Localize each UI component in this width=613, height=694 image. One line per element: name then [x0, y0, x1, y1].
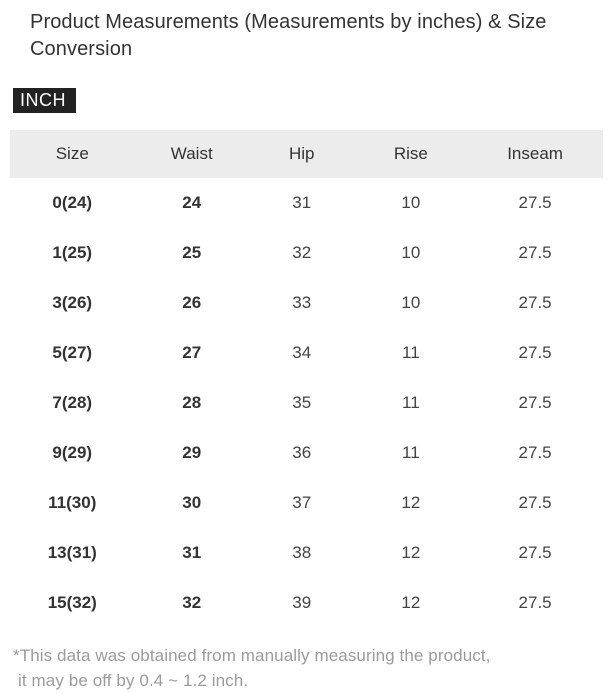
disclaimer-line-2: it may be off by 0.4 ~ 1.2 inch. [18, 671, 249, 690]
cell-rise: 12 [354, 528, 468, 578]
table-row: 9(29) 29 36 11 27.5 [10, 428, 603, 478]
cell-rise: 10 [354, 228, 468, 278]
col-header-inseam: Inseam [467, 130, 603, 178]
cell-waist: 32 [134, 578, 249, 628]
cell-inseam: 27.5 [467, 528, 603, 578]
col-header-waist: Waist [134, 130, 249, 178]
section-title: Product Measurements (Measurements by in… [30, 11, 547, 60]
cell-size: 9(29) [10, 428, 135, 478]
cell-inseam: 27.5 [467, 378, 603, 428]
cell-size: 3(26) [10, 278, 135, 328]
measurement-disclaimer: *This data was obtained from manually me… [13, 643, 613, 693]
cell-size: 5(27) [10, 328, 135, 378]
cell-waist: 26 [134, 278, 249, 328]
table-row: 15(32) 32 39 12 27.5 [10, 578, 603, 628]
table-row: 7(28) 28 35 11 27.5 [10, 378, 603, 428]
cell-size: 13(31) [10, 528, 135, 578]
cell-hip: 38 [248, 528, 355, 578]
cell-waist: 25 [134, 228, 249, 278]
cell-waist: 24 [134, 178, 249, 228]
cell-waist: 27 [134, 328, 249, 378]
cell-rise: 11 [354, 428, 468, 478]
cell-hip: 32 [248, 228, 355, 278]
cell-rise: 10 [354, 278, 468, 328]
col-header-size: Size [10, 130, 135, 178]
table-row: 1(25) 25 32 10 27.5 [10, 228, 603, 278]
cell-size: 11(30) [10, 478, 135, 528]
cell-inseam: 27.5 [467, 328, 603, 378]
cell-hip: 39 [248, 578, 355, 628]
cell-rise: 11 [354, 378, 468, 428]
cell-size: 1(25) [10, 228, 135, 278]
cell-waist: 30 [134, 478, 249, 528]
cell-waist: 31 [134, 528, 249, 578]
cell-hip: 33 [248, 278, 355, 328]
size-conversion-table: Size Waist Hip Rise Inseam 0(24) 24 31 1… [10, 130, 603, 628]
cell-inseam: 27.5 [467, 478, 603, 528]
unit-badge-inch: INCH [13, 88, 76, 113]
disclaimer-line-1: *This data was obtained from manually me… [13, 646, 491, 665]
cell-inseam: 27.5 [467, 178, 603, 228]
cell-hip: 35 [248, 378, 355, 428]
table-header-row: Size Waist Hip Rise Inseam [10, 130, 603, 178]
cell-size: 15(32) [10, 578, 135, 628]
cell-inseam: 27.5 [467, 278, 603, 328]
cell-rise: 12 [354, 578, 468, 628]
col-header-rise: Rise [354, 130, 468, 178]
cell-size: 0(24) [10, 178, 135, 228]
table-row: 11(30) 30 37 12 27.5 [10, 478, 603, 528]
table-row: 13(31) 31 38 12 27.5 [10, 528, 603, 578]
cell-hip: 34 [248, 328, 355, 378]
cell-rise: 12 [354, 478, 468, 528]
cell-inseam: 27.5 [467, 428, 603, 478]
table-row: 5(27) 27 34 11 27.5 [10, 328, 603, 378]
cell-hip: 36 [248, 428, 355, 478]
cell-rise: 10 [354, 178, 468, 228]
col-header-hip: Hip [248, 130, 355, 178]
cell-hip: 31 [248, 178, 355, 228]
table-row: 3(26) 26 33 10 27.5 [10, 278, 603, 328]
cell-inseam: 27.5 [467, 578, 603, 628]
cell-size: 7(28) [10, 378, 135, 428]
cell-waist: 29 [134, 428, 249, 478]
cell-inseam: 27.5 [467, 228, 603, 278]
cell-hip: 37 [248, 478, 355, 528]
cell-waist: 28 [134, 378, 249, 428]
table-row: 0(24) 24 31 10 27.5 [10, 178, 603, 228]
cell-rise: 11 [354, 328, 468, 378]
